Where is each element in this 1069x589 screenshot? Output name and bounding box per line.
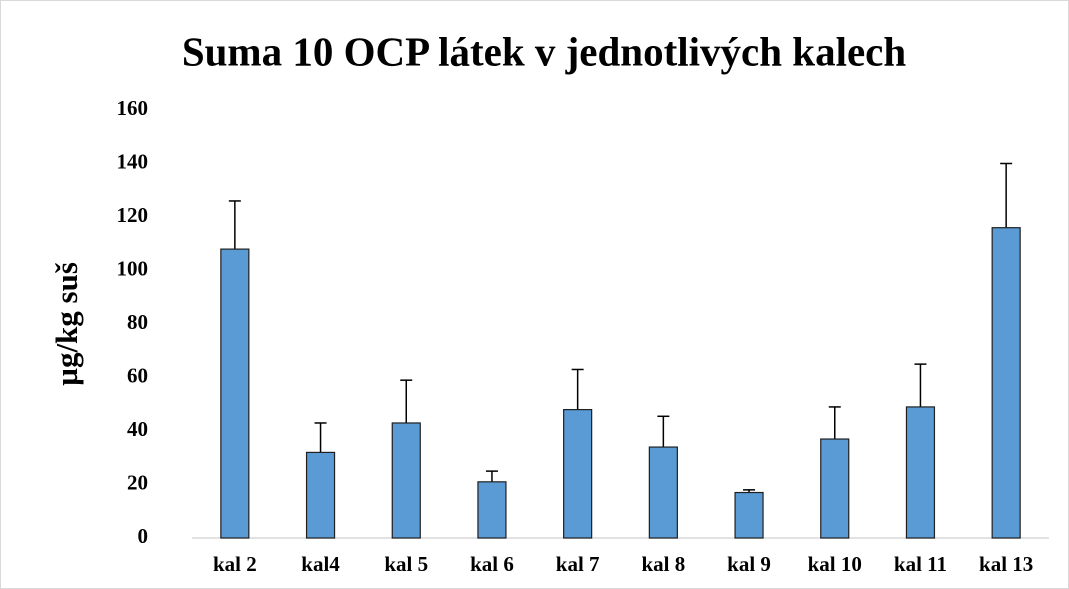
- y-axis-label: µg/kg suš: [49, 262, 84, 386]
- bar: [477, 481, 507, 539]
- x-tick-label: kal 10: [808, 552, 862, 576]
- x-tick-label: kal 8: [641, 552, 685, 576]
- bar: [648, 446, 678, 539]
- x-tick-label: kal 7: [556, 552, 600, 576]
- x-tick-label: kal 13: [979, 552, 1033, 576]
- y-tick-label: 100: [117, 256, 149, 280]
- bar: [991, 227, 1021, 539]
- x-tick-label: kal4: [301, 552, 340, 576]
- bar: [305, 451, 336, 539]
- x-tick-label: kal 2: [213, 552, 257, 576]
- y-tick-label: 40: [127, 417, 148, 441]
- x-tick-label: kal 9: [727, 552, 771, 576]
- bar: [905, 406, 936, 539]
- bar: [734, 491, 764, 539]
- bar: [563, 409, 593, 539]
- x-tick-label: kal 5: [384, 552, 428, 576]
- y-tick-label: 0: [138, 524, 149, 548]
- y-tick-label: 20: [127, 470, 148, 494]
- chart-title: Suma 10 OCP látek v jednotlivých kalech: [182, 28, 907, 74]
- y-tick-label: 120: [117, 203, 149, 227]
- y-tick-label: 140: [117, 149, 149, 173]
- y-tick-label: 160: [117, 96, 149, 120]
- x-tick-label: kal 11: [894, 552, 947, 576]
- x-tick-label: kal 6: [470, 552, 514, 576]
- y-tick-label: 80: [127, 310, 148, 334]
- bar: [391, 422, 421, 539]
- bar: [820, 438, 850, 539]
- bar: [220, 248, 250, 539]
- y-tick-label: 60: [127, 363, 148, 387]
